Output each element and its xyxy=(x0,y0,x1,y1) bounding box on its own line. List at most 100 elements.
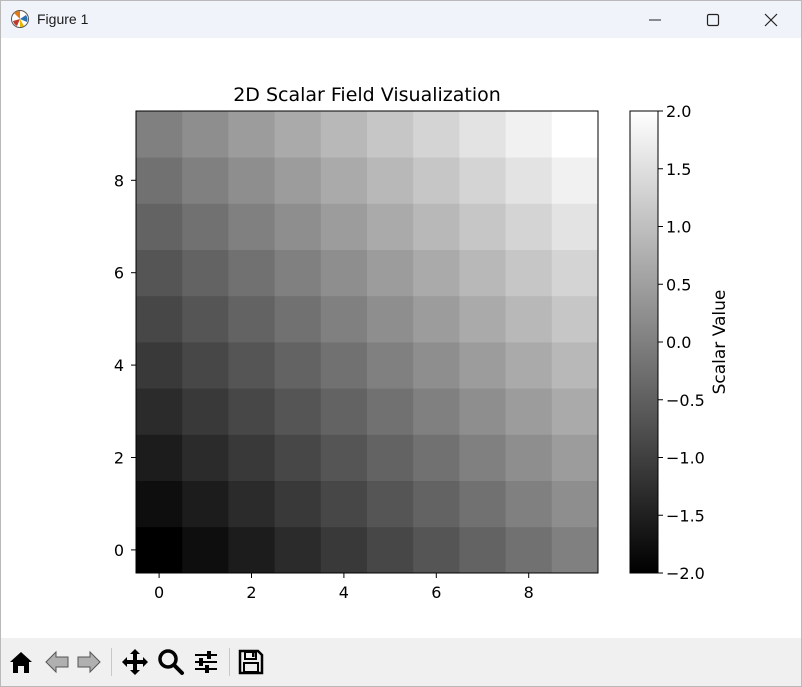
colorbar-tick-label: −2.0 xyxy=(666,564,705,583)
heatmap-cell xyxy=(551,203,599,250)
pan-button[interactable] xyxy=(119,646,151,678)
x-tick-label: 0 xyxy=(154,583,164,602)
title-bar[interactable]: Figure 1 xyxy=(1,1,801,38)
x-tick-label: 2 xyxy=(246,583,256,602)
back-button[interactable] xyxy=(41,646,73,678)
heatmap-chart: 2D Scalar Field Visualization 0 2 4 6 8 0 2 4 6… xyxy=(114,84,730,602)
heatmap-cell xyxy=(505,526,553,574)
colorbar-tick-label: 1.0 xyxy=(666,218,691,237)
heatmap-cell xyxy=(367,388,414,435)
minimize-icon xyxy=(649,19,661,20)
figure-canvas[interactable]: 2D Scalar Field Visualization 0 2 4 6 8 0 2 4 6… xyxy=(1,38,801,638)
heatmap-cell xyxy=(320,526,368,574)
heatmap-cell xyxy=(228,388,275,435)
x-tick-label: 6 xyxy=(431,583,441,602)
heatmap-cell xyxy=(505,111,553,158)
heatmap-cell xyxy=(320,203,368,250)
colorbar-tick-label: −0.5 xyxy=(666,391,705,410)
close-button[interactable] xyxy=(742,1,800,38)
x-tick-label: 4 xyxy=(339,583,349,602)
heatmap-cell xyxy=(459,111,506,158)
window-title: Figure 1 xyxy=(37,11,89,27)
zoom-button[interactable] xyxy=(155,646,187,678)
zoom-icon xyxy=(158,649,184,675)
save-button[interactable] xyxy=(235,646,267,678)
heatmap-cell xyxy=(320,111,368,158)
heatmap-cell xyxy=(459,480,506,528)
heatmap-cell xyxy=(274,526,322,574)
heatmap-cell xyxy=(182,342,229,389)
maximize-icon xyxy=(706,13,720,26)
back-icon xyxy=(45,650,69,674)
y-tick-label: 4 xyxy=(114,356,124,375)
heatmap-cell xyxy=(413,434,460,481)
heatmap-cell xyxy=(459,203,506,250)
heatmap-cell xyxy=(505,480,553,528)
home-button[interactable] xyxy=(5,646,37,678)
heatmap-cell xyxy=(551,526,599,574)
heatmap-cell xyxy=(136,203,183,250)
heatmap-cell xyxy=(505,295,553,343)
heatmap-cell xyxy=(413,526,460,574)
heatmap-cell xyxy=(320,342,368,389)
heatmap-cell xyxy=(505,342,553,389)
heatmap-cell xyxy=(320,249,368,297)
plot-frame xyxy=(135,110,599,574)
y-tick-label: 6 xyxy=(114,264,124,283)
heatmap-cell xyxy=(136,342,183,389)
heatmap-cell xyxy=(320,388,368,435)
heatmap-cell xyxy=(459,388,506,435)
heatmap-cell xyxy=(228,434,275,481)
heatmap-cell xyxy=(136,480,183,528)
heatmap-cell xyxy=(367,295,414,343)
heatmap-cell xyxy=(136,157,183,204)
heatmap-cell xyxy=(182,480,229,528)
heatmap-cell xyxy=(228,480,275,528)
navigation-toolbar xyxy=(1,638,801,686)
heatmap-cell xyxy=(182,388,229,435)
heatmap-cell xyxy=(459,342,506,389)
heatmap-cell xyxy=(136,434,183,481)
heatmap-cell xyxy=(182,111,229,158)
heatmap-cell xyxy=(505,388,553,435)
heatmap-cell xyxy=(182,434,229,481)
heatmap-cell xyxy=(320,480,368,528)
heatmap-cell xyxy=(413,480,460,528)
heatmap-cell xyxy=(459,295,506,343)
heatmap-cell xyxy=(228,526,275,574)
heatmap-cell xyxy=(413,388,460,435)
heatmap-cell xyxy=(459,434,506,481)
colorbar-tick-label: −1.0 xyxy=(666,449,705,468)
matplotlib-logo-icon xyxy=(11,10,29,28)
heatmap-cell xyxy=(320,434,368,481)
heatmap-cell xyxy=(367,203,414,250)
heatmap-cell xyxy=(136,111,183,158)
heatmap-cell xyxy=(459,249,506,297)
home-icon xyxy=(10,652,32,673)
maximize-button[interactable] xyxy=(684,1,742,38)
heatmap-cell xyxy=(367,111,414,158)
forward-button[interactable] xyxy=(73,646,105,678)
colorbar-tick-label: −1.5 xyxy=(666,506,705,525)
toolbar-separator xyxy=(111,648,112,676)
heatmap-cell xyxy=(136,388,183,435)
configure-subplots-button[interactable] xyxy=(190,646,222,678)
y-tick-label: 2 xyxy=(114,449,124,468)
heatmap-cell xyxy=(551,295,599,343)
heatmap-cell xyxy=(320,157,368,204)
heatmap-cell xyxy=(367,480,414,528)
heatmap-cell xyxy=(551,249,599,297)
heatmap-cell xyxy=(367,434,414,481)
heatmap-cell xyxy=(505,203,553,250)
colorbar xyxy=(629,110,659,574)
close-icon xyxy=(764,13,778,26)
minimize-button[interactable] xyxy=(626,1,684,38)
heatmap-cell xyxy=(136,526,183,574)
heatmap-cell xyxy=(367,526,414,574)
pan-icon xyxy=(122,649,148,675)
save-icon xyxy=(238,649,264,675)
heatmap-cell xyxy=(551,157,599,204)
heatmap-cell xyxy=(551,480,599,528)
heatmap-cell xyxy=(136,249,183,297)
